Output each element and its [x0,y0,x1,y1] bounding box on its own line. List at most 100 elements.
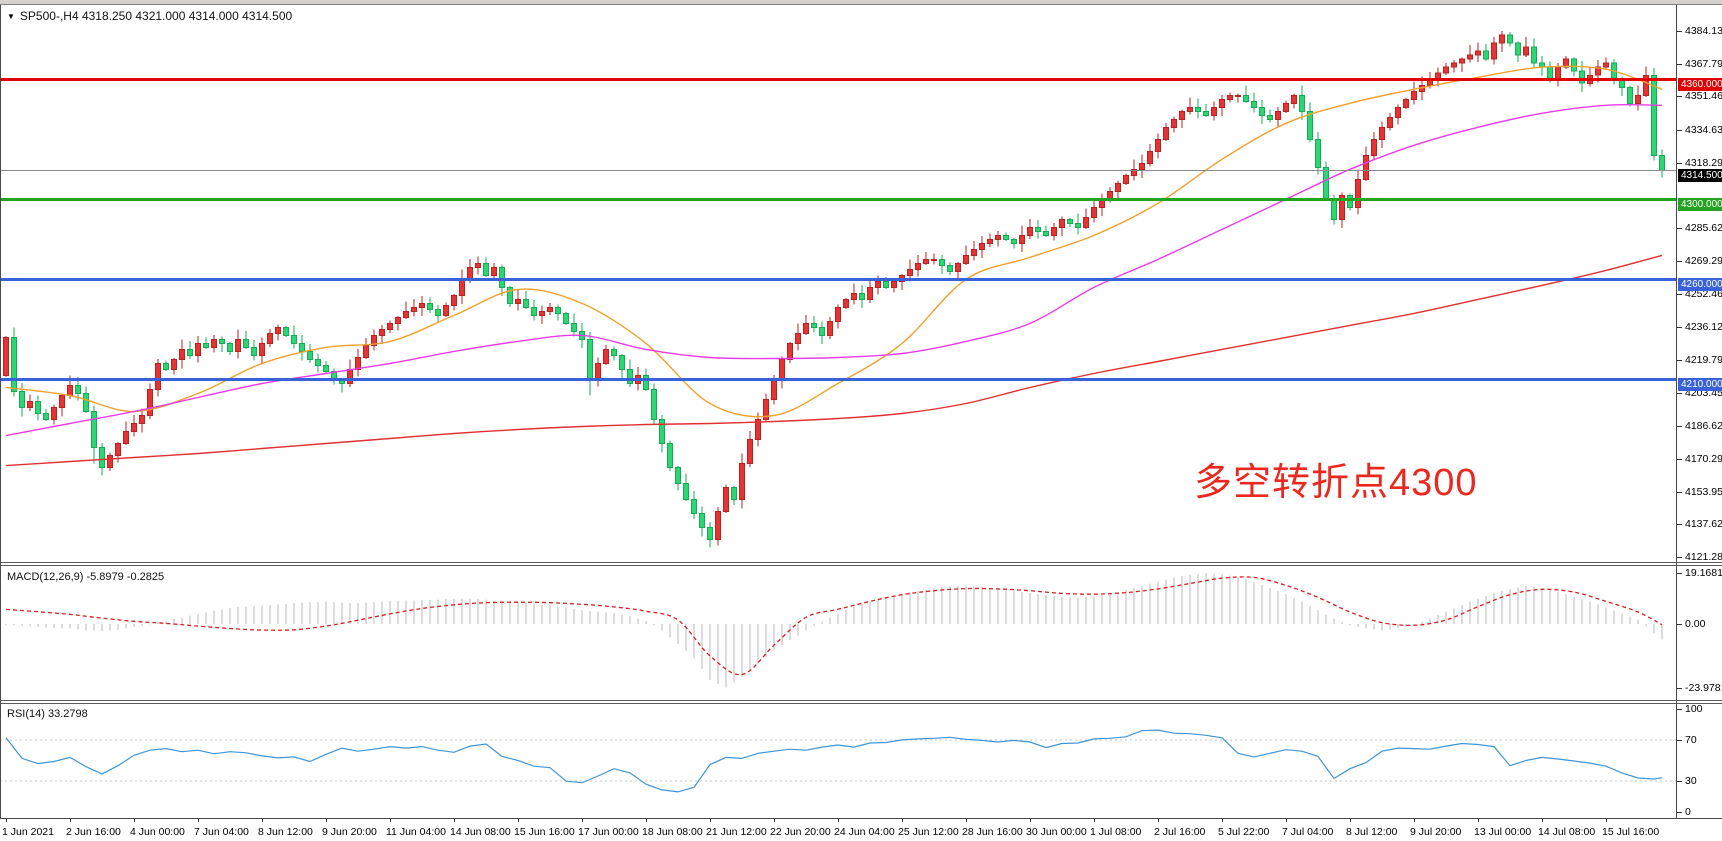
macd-axis-tick [1677,623,1682,625]
price-tick-tick [1677,130,1682,132]
time-tick [1542,819,1543,822]
time-tick [262,819,263,822]
price-tick-label: 4137.620 [1685,518,1722,531]
time-tick-label: 28 Jun 16:00 [962,826,1023,838]
time-tick-label: 2 Jun 16:00 [66,826,121,838]
macd-axis-label: 19.1681 [1685,566,1722,579]
time-tick [6,819,7,822]
time-tick-label: 5 Jul 22:00 [1218,826,1270,838]
rsi-indicator-label: RSI(14) 33.2798 [7,708,88,720]
price-tick-label: 4121.285 [1685,551,1722,564]
time-tick [1030,819,1031,822]
rsi-axis-tick [1677,708,1682,710]
time-tick-label: 7 Jul 04:00 [1282,826,1334,838]
rsi-line [5,729,1663,793]
time-tick-label: 14 Jun 08:00 [450,826,511,838]
macd-panel-canvas[interactable] [0,566,1676,700]
time-tick-label: 9 Jul 20:00 [1410,826,1462,838]
price-tick-label: 4351.460 [1685,90,1722,103]
price-tick-label: 4170.290 [1685,452,1722,465]
time-tick [70,819,71,822]
time-tick-label: 11 Jun 04:00 [386,826,446,838]
rsi-panel-canvas[interactable] [0,703,1676,818]
price-tick-label: 4219.790 [1685,353,1722,366]
price-axis[interactable]: 4384.130 4367.795 4351.460 4334.630 4318.295… [1676,5,1722,818]
time-tick-label: 22 Jun 20:00 [770,826,831,838]
time-tick [582,819,583,822]
panel-splitter[interactable] [0,700,1722,701]
price-tick-tick [1677,359,1682,361]
price-tick-tick [1677,63,1682,65]
price-chart-canvas[interactable] [0,5,1676,562]
panel-splitter[interactable] [0,562,1722,563]
time-tick-label: 13 Jul 00:00 [1474,826,1532,838]
price-tick-tick [1677,162,1682,164]
price-badge-4260.000: 4260.000 [1678,277,1722,291]
price-tick-tick [1677,426,1682,428]
rsi-axis-label: 30 [1685,775,1697,788]
time-tick [454,819,455,822]
time-tick-label: 15 Jul 16:00 [1602,826,1660,838]
time-tick [1350,819,1351,822]
time-tick [1158,819,1159,822]
time-tick [1222,819,1223,822]
price-tick-tick [1677,491,1682,493]
time-tick-label: 7 Jun 04:00 [194,826,249,838]
time-tick [390,819,391,822]
price-tick-label: 4153.955 [1685,485,1722,498]
time-tick [774,819,775,822]
panel-splitter[interactable] [0,565,1722,566]
macd-indicator-label: MACD(12,26,9) -5.8979 -0.2825 [7,571,165,583]
macd-axis-label: 0.00 [1685,617,1706,630]
time-tick-label: 30 Jun 00:00 [1026,826,1087,838]
price-tick-tick [1677,294,1682,296]
price-tick-tick [1677,524,1682,526]
price-badge-4300.000: 4300.000 [1678,197,1722,211]
price-tick-tick [1677,228,1682,230]
panel-splitter[interactable] [0,703,1722,704]
annotation-text: 多空转折点4300 [1194,462,1478,504]
time-tick [1414,819,1415,822]
price-tick-label: 4236.125 [1685,321,1722,334]
time-tick-label: 21 Jun 12:00 [706,826,767,838]
chart-title-text: SP500-,H4 4318.250 4321.000 4314.000 431… [19,9,293,23]
rsi-axis-tick [1677,812,1682,814]
price-tick-label: 4186.625 [1685,420,1722,433]
time-tick-label: 17 Jun 00:00 [578,826,639,838]
macd-axis-tick [1677,687,1682,689]
time-tick [902,819,903,822]
price-badge-4360.000: 4360.000 [1678,77,1722,91]
time-tick-label: 14 Jul 08:00 [1538,826,1596,838]
time-axis[interactable]: 1 Jun 2021 2 Jun 16:00 4 Jun 00:00 7 Jun 04… [0,818,1722,841]
time-tick-label: 1 Jul 08:00 [1090,826,1142,838]
chart-left-border [0,5,1,818]
time-tick [710,819,711,822]
ma-slow-line [5,254,1663,467]
time-tick-label: 8 Jul 12:00 [1346,826,1398,838]
rsi-axis-label: 100 [1685,702,1703,715]
chevron-down-icon[interactable]: ▼ [7,11,15,21]
time-tick-label: 9 Jun 20:00 [322,826,377,838]
rsi-axis-label: 0 [1685,806,1691,819]
time-tick-label: 24 Jun 04:00 [834,826,895,838]
time-tick-label: 8 Jun 12:00 [258,826,313,838]
price-tick-label: 4367.795 [1685,57,1722,70]
time-tick [1606,819,1607,822]
price-tick-label: 4384.130 [1685,24,1722,37]
macd-signal-line [5,576,1663,676]
rsi-axis-label: 70 [1685,733,1697,746]
price-tick-tick [1677,327,1682,329]
price-tick-label: 4252.460 [1685,288,1722,301]
rsi-axis-tick [1677,781,1682,783]
price-tick-tick [1677,260,1682,262]
price-tick-tick [1677,392,1682,394]
time-tick [966,819,967,822]
price-tick-tick [1677,458,1682,460]
time-tick [134,819,135,822]
macd-histogram [5,573,1663,688]
time-tick [198,819,199,822]
time-tick [326,819,327,822]
price-tick-tick [1677,30,1682,32]
time-tick [1286,819,1287,822]
